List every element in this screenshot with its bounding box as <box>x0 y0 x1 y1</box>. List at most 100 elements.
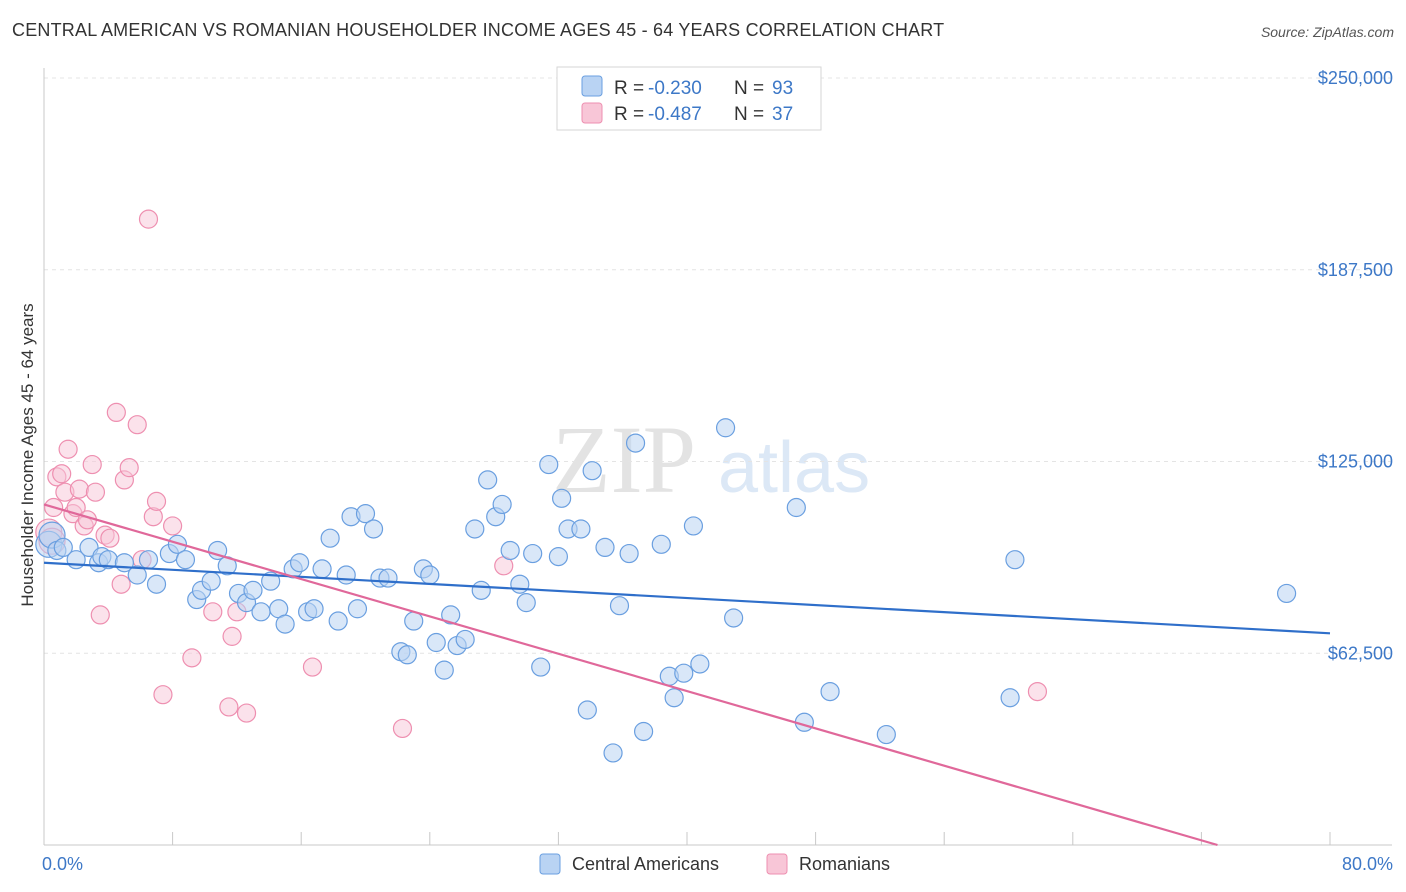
point-central-americans-35 <box>336 565 356 585</box>
point-central-americans-58 <box>510 574 530 594</box>
point-central-americans-25 <box>261 571 281 591</box>
legend-r-label-blue: R = <box>614 78 644 99</box>
point-central-americans-63 <box>548 547 569 567</box>
point-romanians-26 <box>153 685 173 705</box>
point-romanians-13 <box>85 482 106 502</box>
point-central-americans-54 <box>478 470 498 490</box>
legend-n-value-blue: 93 <box>772 78 793 99</box>
point-central-americans-14 <box>167 534 188 554</box>
watermark-atlas: atlas <box>718 428 870 508</box>
point-central-americans-57 <box>500 540 520 561</box>
point-romanians-23 <box>138 209 159 229</box>
point-romanians-18 <box>111 574 131 594</box>
series-central-americans <box>35 418 1297 763</box>
point-romanians-25 <box>146 491 167 511</box>
point-central-americans-69 <box>595 537 615 558</box>
point-central-americans-19 <box>208 540 228 561</box>
point-romanians-4 <box>52 464 72 484</box>
point-central-americans-86 <box>876 724 896 745</box>
point-central-americans-89 <box>1276 583 1297 604</box>
point-central-americans-71 <box>609 596 630 616</box>
legend-n-label-pink: N = <box>734 104 764 125</box>
legend-r-label-pink: R = <box>614 104 644 125</box>
chart-title: CENTRAL AMERICAN VS ROMANIAN HOUSEHOLDER… <box>12 20 945 40</box>
y-tick-label-62500: $62,500 <box>1328 643 1393 663</box>
point-central-americans-12 <box>146 574 167 594</box>
point-central-americans-34 <box>328 611 348 631</box>
point-central-americans-74 <box>633 721 654 742</box>
point-central-americans-49 <box>441 605 461 625</box>
point-central-americans-85 <box>820 681 840 702</box>
y-axis-label: Householder Income Ages 45 - 64 years <box>18 303 37 606</box>
legend-swatch-blue <box>581 75 603 97</box>
point-central-americans-88 <box>1005 550 1025 570</box>
point-central-americans-48 <box>434 660 454 680</box>
point-central-americans-27 <box>275 614 295 634</box>
point-central-americans-39 <box>363 519 384 539</box>
grid-lines <box>44 77 1392 654</box>
point-central-americans-62 <box>539 454 559 475</box>
point-romanians-17 <box>106 402 126 423</box>
point-central-americans-15 <box>175 550 196 570</box>
point-central-americans-81 <box>715 418 736 438</box>
point-romanians-16 <box>100 528 120 548</box>
point-central-americans-47 <box>426 632 446 653</box>
point-central-americans-77 <box>664 688 684 708</box>
point-romanians-35 <box>392 718 413 739</box>
point-central-americans-68 <box>582 461 602 481</box>
point-central-americans-79 <box>683 516 704 536</box>
point-romanians-33 <box>236 703 257 723</box>
correlation-legend: R = -0.230 N = 93 R = -0.487 N = 37 <box>556 66 822 131</box>
x-ticks <box>172 832 1331 845</box>
point-romanians-31 <box>222 626 242 646</box>
point-romanians-29 <box>203 602 223 622</box>
point-central-americans-61 <box>531 657 551 677</box>
point-central-americans-37 <box>347 599 368 619</box>
y-tick-label-125000: $125,000 <box>1318 452 1393 472</box>
point-central-americans-64 <box>552 488 572 508</box>
point-central-americans-78 <box>674 663 694 683</box>
point-central-americans-29 <box>289 553 310 573</box>
point-romanians-6 <box>58 439 78 459</box>
point-central-americans-11 <box>138 550 159 570</box>
y-tick-label-250000: $250,000 <box>1318 68 1393 88</box>
legend-swatch-pink <box>581 102 603 124</box>
point-central-americans-52 <box>465 519 485 539</box>
point-central-americans-31 <box>304 599 324 619</box>
point-romanians-28 <box>182 648 202 668</box>
legend-r-value-blue: -0.230 <box>648 78 702 99</box>
point-central-americans-80 <box>690 654 710 674</box>
point-romanians-12 <box>82 454 102 475</box>
point-central-americans-3 <box>53 537 73 558</box>
point-central-americans-87 <box>1000 688 1020 708</box>
y-tick-labels: $62,500 $125,000 $187,500 $250,000 <box>1318 68 1393 663</box>
point-central-americans-32 <box>312 559 332 579</box>
bottom-legend-swatch-blue <box>539 853 561 875</box>
source-label: Source: ZipAtlas.com <box>1260 24 1394 40</box>
point-central-americans-10 <box>127 565 147 585</box>
point-romanians-30 <box>219 697 239 717</box>
x-tick-label-min: 0.0% <box>42 854 83 874</box>
series-legend: Central Americans Romanians <box>539 853 890 875</box>
legend-r-value-pink: -0.487 <box>648 104 702 125</box>
point-romanians-27 <box>163 516 183 536</box>
legend-n-label-blue: N = <box>734 78 764 99</box>
point-romanians-14 <box>90 605 110 625</box>
point-central-americans-53 <box>471 580 491 600</box>
legend-n-value-pink: 37 <box>772 104 793 125</box>
point-central-americans-73 <box>625 433 646 453</box>
point-central-americans-23 <box>243 580 263 600</box>
point-central-americans-43 <box>397 645 417 665</box>
bottom-legend-label-central-americans: Central Americans <box>572 854 719 874</box>
point-central-americans-60 <box>523 543 543 564</box>
point-central-americans-56 <box>492 494 512 515</box>
point-central-americans-59 <box>516 593 536 613</box>
point-central-americans-83 <box>786 497 806 518</box>
point-central-americans-67 <box>577 700 597 720</box>
trend-line-central-americans <box>43 561 1331 635</box>
point-central-americans-46 <box>420 565 440 585</box>
watermark-zip: ZIP <box>552 406 696 513</box>
bottom-legend-swatch-pink <box>766 853 788 875</box>
trend-lines <box>43 503 1331 847</box>
